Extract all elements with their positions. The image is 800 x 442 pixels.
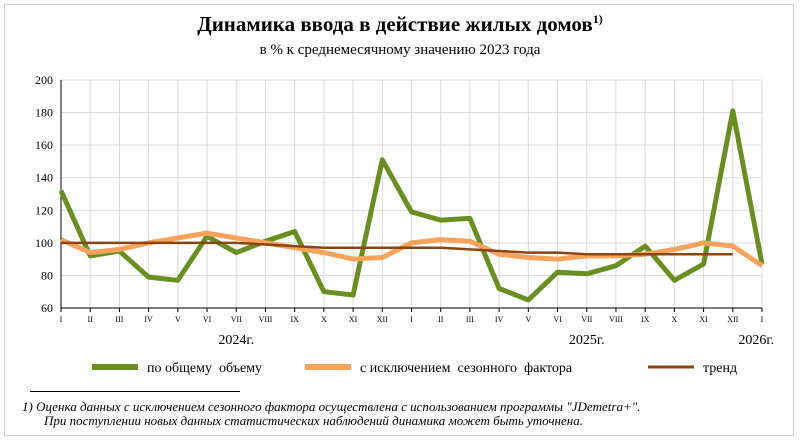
- x-tick-label: VIII: [259, 315, 273, 324]
- x-tick-label: VI: [553, 315, 562, 324]
- y-tick-label: 100: [35, 236, 53, 250]
- series-line: [58, 108, 765, 303]
- series-line: [61, 241, 733, 256]
- x-tick-label: VIII: [609, 315, 623, 324]
- x-tick-label: V: [175, 315, 181, 324]
- footnote-line-1: 1) Оценка данных с исключением сезонного…: [22, 399, 641, 414]
- x-tick-label: X: [671, 315, 677, 324]
- year-label: 2024г.: [218, 333, 254, 348]
- footnote-separator: [30, 391, 240, 392]
- x-tick-label: I: [60, 315, 63, 324]
- y-tick-label: 80: [41, 268, 53, 282]
- x-tick-label: VI: [203, 315, 212, 324]
- x-tick-label: IX: [290, 315, 299, 324]
- x-tick-label: I: [761, 315, 764, 324]
- footnote-line-2: При поступлении новых данных статистичес…: [44, 413, 583, 428]
- x-tick-label: X: [321, 315, 327, 324]
- x-tick-label: I: [410, 315, 413, 324]
- year-label: 2026г.: [738, 333, 774, 348]
- x-tick-label: VII: [581, 315, 592, 324]
- chart-title-note: 1): [592, 12, 603, 26]
- x-tick-label: XI: [349, 315, 358, 324]
- x-tick-label: V: [525, 315, 531, 324]
- y-tick-label: 60: [41, 301, 53, 315]
- chart-title: Динамика ввода в действие жилых домов1): [0, 12, 800, 37]
- y-tick-label: 160: [35, 138, 53, 152]
- x-tick-label: XII: [377, 315, 388, 324]
- legend-label: с исключением сезонного фактора: [360, 361, 573, 376]
- x-tick-label: XI: [699, 315, 708, 324]
- x-tick-label: II: [438, 315, 444, 324]
- y-tick-label: 120: [35, 203, 53, 217]
- legend-label: тренд: [703, 361, 737, 376]
- y-tick-label: 200: [35, 73, 53, 87]
- x-tick-label: IV: [144, 315, 153, 324]
- x-tick-label: IV: [495, 315, 504, 324]
- x-tick-label: II: [88, 315, 94, 324]
- x-tick-label: III: [115, 315, 123, 324]
- year-label: 2025г.: [569, 333, 605, 348]
- y-tick-label: 140: [35, 171, 53, 185]
- footnote: 1) Оценка данных с исключением сезонного…: [22, 400, 792, 428]
- chart-title-text: Динамика ввода в действие жилых домов: [197, 12, 593, 36]
- x-tick-label: VII: [231, 315, 242, 324]
- legend-label: по общему объему: [147, 361, 262, 376]
- x-tick-label: IX: [641, 315, 650, 324]
- y-tick-label: 180: [35, 106, 53, 120]
- chart-subtitle: в % к среднемесячному значению 2023 года: [259, 42, 541, 58]
- x-tick-label: XII: [727, 315, 738, 324]
- x-tick-label: III: [466, 315, 474, 324]
